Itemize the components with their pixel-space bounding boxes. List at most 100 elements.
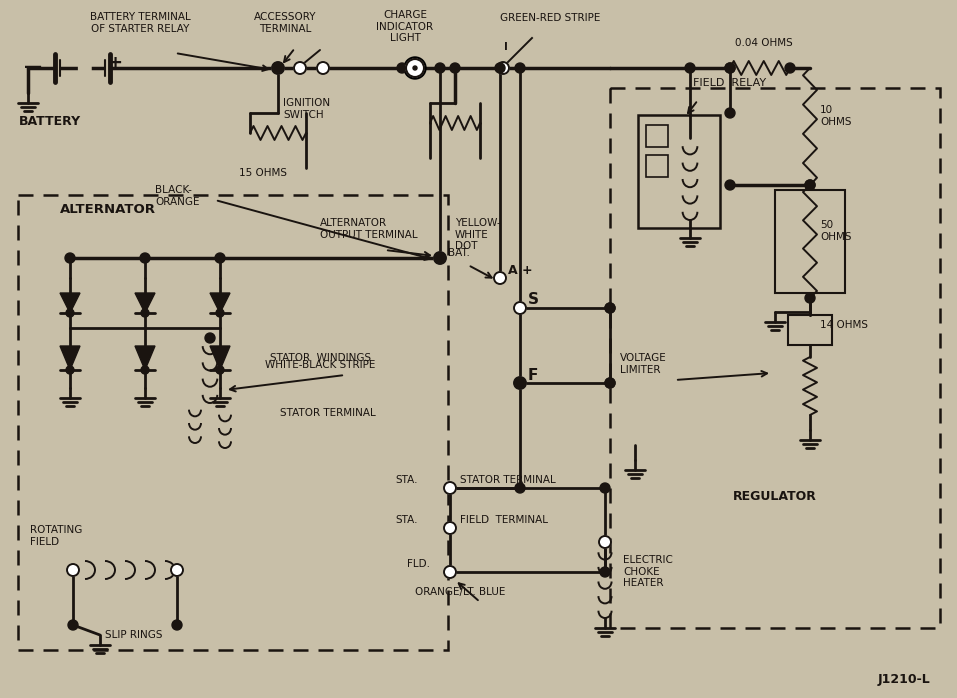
Circle shape: [171, 564, 183, 576]
Circle shape: [725, 63, 735, 73]
Circle shape: [450, 63, 460, 73]
Circle shape: [725, 108, 735, 118]
Bar: [788, 315, 832, 345]
Text: VOLTAGE
LIMITER: VOLTAGE LIMITER: [620, 353, 667, 375]
Text: J1210-L: J1210-L: [878, 673, 930, 686]
Circle shape: [514, 302, 526, 314]
Circle shape: [404, 57, 426, 79]
Circle shape: [444, 566, 456, 578]
Text: GREEN-RED STRIPE: GREEN-RED STRIPE: [500, 13, 600, 23]
Circle shape: [172, 620, 182, 630]
Text: STATOR TERMINAL: STATOR TERMINAL: [280, 408, 376, 418]
Text: REGULATOR: REGULATOR: [733, 490, 817, 503]
Circle shape: [605, 378, 615, 388]
Text: FLD.: FLD.: [407, 559, 430, 569]
Bar: [646, 155, 668, 177]
Circle shape: [413, 66, 417, 70]
Circle shape: [805, 180, 815, 190]
Circle shape: [605, 303, 615, 313]
Text: ACCESSORY
TERMINAL: ACCESSORY TERMINAL: [254, 12, 316, 34]
Circle shape: [140, 253, 150, 263]
Text: STA.: STA.: [395, 475, 417, 485]
Circle shape: [599, 536, 611, 548]
Text: 15 OHMS: 15 OHMS: [239, 168, 287, 178]
Circle shape: [515, 378, 525, 388]
Circle shape: [67, 564, 79, 576]
Text: STATOR  WINDINGS: STATOR WINDINGS: [270, 353, 371, 363]
Circle shape: [444, 522, 456, 534]
Bar: [775, 190, 845, 293]
Text: BLACK-
ORANGE: BLACK- ORANGE: [155, 185, 199, 207]
Text: 10
OHMS: 10 OHMS: [820, 105, 852, 127]
Text: ORANGE/LT. BLUE: ORANGE/LT. BLUE: [415, 587, 505, 597]
Text: S: S: [528, 292, 539, 308]
Circle shape: [68, 620, 78, 630]
Bar: [638, 115, 720, 228]
Text: 50
OHMS: 50 OHMS: [820, 220, 852, 242]
Bar: [646, 125, 668, 147]
Circle shape: [495, 63, 505, 73]
Text: ELECTRIC
CHOKE
HEATER: ELECTRIC CHOKE HEATER: [623, 555, 673, 588]
Text: BATTERY TERMINAL
OF STARTER RELAY: BATTERY TERMINAL OF STARTER RELAY: [90, 12, 190, 34]
Polygon shape: [60, 293, 80, 313]
Circle shape: [805, 293, 815, 303]
Circle shape: [725, 180, 735, 190]
Circle shape: [805, 180, 815, 190]
Circle shape: [317, 62, 329, 74]
Circle shape: [397, 63, 407, 73]
Circle shape: [515, 63, 525, 73]
Bar: [610, 88, 940, 628]
Circle shape: [685, 63, 695, 73]
Circle shape: [216, 366, 224, 374]
Circle shape: [216, 309, 224, 317]
Polygon shape: [210, 346, 230, 370]
Text: BATTERY: BATTERY: [19, 115, 81, 128]
Circle shape: [141, 309, 149, 317]
Text: ALTERNATOR: ALTERNATOR: [60, 203, 156, 216]
Circle shape: [444, 482, 456, 494]
Circle shape: [141, 366, 149, 374]
Polygon shape: [210, 293, 230, 313]
Circle shape: [605, 378, 615, 388]
Circle shape: [435, 253, 445, 263]
Circle shape: [435, 63, 445, 73]
Text: FIELD  RELAY: FIELD RELAY: [693, 78, 767, 88]
Circle shape: [497, 62, 509, 74]
Circle shape: [272, 62, 284, 74]
Text: F: F: [528, 368, 539, 383]
Text: +: +: [107, 54, 122, 72]
Circle shape: [515, 483, 525, 493]
Text: STA.: STA.: [395, 515, 417, 525]
Polygon shape: [60, 346, 80, 370]
Circle shape: [215, 253, 225, 263]
Text: BAT.: BAT.: [448, 248, 470, 258]
Circle shape: [434, 252, 446, 264]
Circle shape: [65, 253, 75, 263]
Text: YELLOW-
WHITE
DOT: YELLOW- WHITE DOT: [455, 218, 501, 251]
Circle shape: [725, 63, 735, 73]
Text: 14 OHMS: 14 OHMS: [820, 320, 868, 330]
Text: IGNITION
SWITCH: IGNITION SWITCH: [283, 98, 330, 119]
Text: STATOR TERMINAL: STATOR TERMINAL: [460, 475, 556, 485]
Text: SLIP RINGS: SLIP RINGS: [105, 630, 163, 640]
Text: FIELD  TERMINAL: FIELD TERMINAL: [460, 515, 548, 525]
Circle shape: [273, 63, 283, 73]
Circle shape: [785, 63, 795, 73]
Circle shape: [600, 567, 610, 577]
Text: 0.04 OHMS: 0.04 OHMS: [735, 38, 792, 48]
Circle shape: [205, 333, 215, 343]
Circle shape: [514, 377, 526, 389]
Text: I: I: [504, 42, 508, 52]
Circle shape: [406, 59, 424, 77]
Circle shape: [605, 303, 615, 313]
Polygon shape: [135, 293, 155, 313]
Text: ROTATING
FIELD: ROTATING FIELD: [30, 525, 82, 547]
Text: A +: A +: [508, 264, 533, 276]
Circle shape: [66, 309, 74, 317]
Circle shape: [294, 62, 306, 74]
Text: CHARGE
INDICATOR
LIGHT: CHARGE INDICATOR LIGHT: [376, 10, 434, 43]
Circle shape: [66, 366, 74, 374]
Text: WHITE-BLACK STRIPE: WHITE-BLACK STRIPE: [265, 360, 375, 370]
Polygon shape: [135, 346, 155, 370]
Bar: [18, 195, 448, 650]
